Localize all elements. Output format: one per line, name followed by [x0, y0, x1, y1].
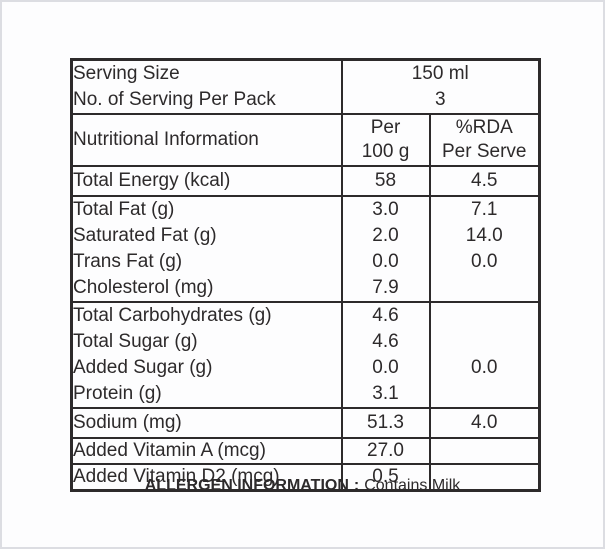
table-row: Sodium (mg) 51.3 4.0	[70, 407, 541, 439]
per-100g-value: 58	[340, 165, 431, 197]
table-row: Total Energy (kcal) 58 4.5	[70, 165, 541, 197]
per-100g-value: 7.9	[340, 274, 431, 303]
serving-size-value: 150 ml	[340, 58, 541, 87]
table-row: Total Fat (g) 3.0 7.1	[70, 195, 541, 223]
per-100g-value: 0.5	[340, 463, 431, 492]
table-header-row: Nutritional Information Per 100 g %RDA P…	[70, 113, 541, 167]
per-100g-value: 27.0	[340, 437, 431, 465]
rda-value	[428, 301, 541, 329]
nutrient-label: Added Vitamin D2 (mcg)	[70, 463, 343, 492]
per-100g-value: 0.0	[340, 248, 431, 275]
nutrient-label: Trans Fat (g)	[70, 248, 343, 275]
rda-value: 4.5	[428, 165, 541, 197]
table-row: Added Sugar (g) 0.0 0.0	[70, 354, 541, 381]
per-100g-text: Per 100 g	[361, 117, 410, 162]
table-row: Trans Fat (g) 0.0 0.0	[70, 248, 541, 275]
table-row: Total Carbohydrates (g) 4.6	[70, 301, 541, 329]
per-100g-value: 2.0	[340, 222, 431, 249]
rda-value: 0.0	[428, 354, 541, 381]
allergen-title: ALLERGEN INFORMATION	[144, 477, 349, 494]
column-header-nutritional-information: Nutritional Information	[70, 113, 343, 167]
serving-size-row: Serving Size 150 ml	[70, 58, 541, 87]
per-100g-value: 0.0	[340, 354, 431, 381]
rda-value: 0.0	[428, 248, 541, 275]
per-100g-value: 3.1	[340, 380, 431, 409]
allergen-information-line: ALLERGEN INFORMATION: Contains Milk	[2, 477, 603, 495]
nutrient-label: Saturated Fat (g)	[70, 222, 343, 249]
column-header-per-100g: Per 100 g	[340, 113, 431, 167]
rda-value	[428, 328, 541, 355]
nutrient-label: Total Sugar (g)	[70, 328, 343, 355]
rda-value	[428, 380, 541, 409]
nutrient-label: Sodium (mg)	[70, 407, 343, 439]
serving-size-label: Serving Size	[70, 58, 343, 87]
servings-per-pack-label: No. of Serving Per Pack	[70, 86, 343, 115]
allergen-value: Contains Milk	[364, 477, 461, 494]
table-row: Protein (g) 3.1	[70, 380, 541, 409]
rda-value	[428, 463, 541, 492]
servings-per-pack-row: No. of Serving Per Pack 3	[70, 86, 541, 115]
nutrient-label: Added Sugar (g)	[70, 354, 343, 381]
nutrient-label: Total Carbohydrates (g)	[70, 301, 343, 329]
rda-value	[428, 437, 541, 465]
nutrient-label: Total Fat (g)	[70, 195, 343, 223]
rda-value: 14.0	[428, 222, 541, 249]
rda-per-serve-text: %RDA Per Serve	[442, 117, 527, 162]
allergen-separator: :	[353, 477, 360, 494]
per-100g-value: 3.0	[340, 195, 431, 223]
column-header-rda-per-serve: %RDA Per Serve	[428, 113, 541, 167]
servings-per-pack-value: 3	[340, 86, 541, 115]
nutrient-label: Total Energy (kcal)	[70, 165, 343, 197]
nutrient-label: Protein (g)	[70, 380, 343, 409]
per-100g-value: 4.6	[340, 301, 431, 329]
nutrient-label: Cholesterol (mg)	[70, 274, 343, 303]
table-row: Total Sugar (g) 4.6	[70, 328, 541, 355]
table-row: Added Vitamin A (mcg) 27.0	[70, 437, 541, 465]
table-row: Cholesterol (mg) 7.9	[70, 274, 541, 303]
nutrition-table: Serving Size 150 ml No. of Serving Per P…	[70, 58, 541, 492]
per-100g-value: 4.6	[340, 328, 431, 355]
table-row: Saturated Fat (g) 2.0 14.0	[70, 222, 541, 249]
rda-value: 7.1	[428, 195, 541, 223]
per-100g-value: 51.3	[340, 407, 431, 439]
rda-value: 4.0	[428, 407, 541, 439]
nutrient-label: Added Vitamin A (mcg)	[70, 437, 343, 465]
rda-value	[428, 274, 541, 303]
table-row: Added Vitamin D2 (mcg) 0.5	[70, 463, 541, 492]
